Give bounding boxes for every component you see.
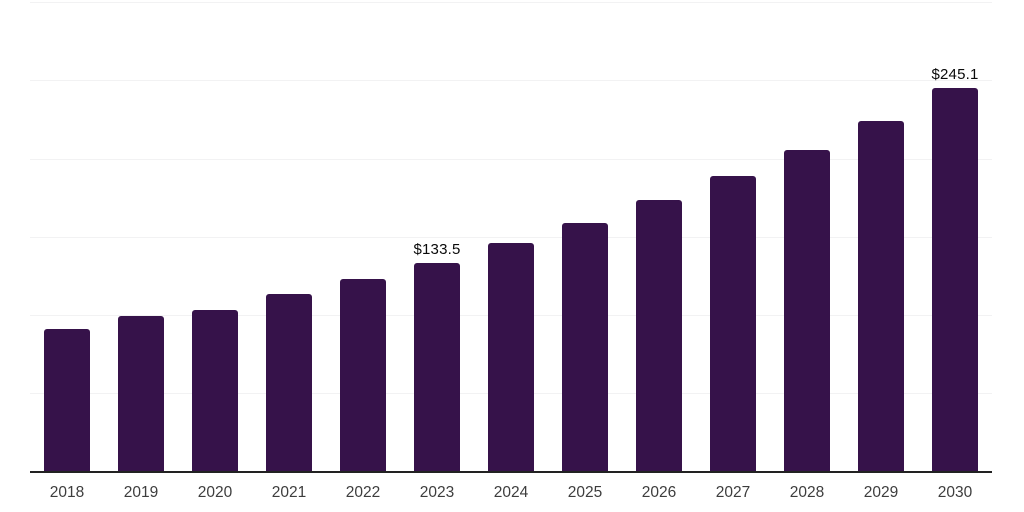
bar-2021: [266, 293, 312, 472]
bar-value-label-2030: $245.1: [931, 65, 979, 83]
bar-2022: [340, 278, 386, 472]
x-tick-2030: 2030: [937, 484, 973, 501]
x-tick-2026: 2026: [641, 484, 677, 501]
x-axis-line: [30, 470, 992, 473]
bar-2019: [118, 315, 164, 472]
x-tick-2029: 2029: [863, 484, 899, 501]
x-tick-2018: 2018: [49, 484, 85, 501]
bar-2025: [562, 222, 608, 472]
x-tick-2025: 2025: [567, 484, 603, 501]
gridline-300: [30, 2, 992, 3]
bar-2023: [414, 262, 460, 472]
bar-2018: [44, 328, 90, 472]
x-tick-2019: 2019: [123, 484, 159, 501]
gridline-150: [30, 236, 992, 238]
bar-2029: [858, 120, 904, 472]
gridline-200: [30, 158, 992, 160]
x-tick-2023: 2023: [419, 484, 455, 501]
bar-2026: [636, 200, 682, 472]
x-tick-2024: 2024: [493, 484, 529, 501]
x-tick-2028: 2028: [789, 484, 825, 501]
bar-2028: [784, 149, 830, 472]
x-tick-2021: 2021: [271, 484, 307, 501]
bar-2024: [488, 243, 534, 472]
gridline-250: [30, 80, 992, 82]
bar-value-label-2023: $133.5: [413, 240, 461, 258]
x-tick-2027: 2027: [715, 484, 751, 501]
x-tick-2020: 2020: [197, 484, 233, 501]
bar-2030: [932, 87, 978, 472]
bar-2020: [192, 309, 238, 472]
bar-2027: [710, 176, 756, 472]
x-tick-2022: 2022: [345, 484, 381, 501]
